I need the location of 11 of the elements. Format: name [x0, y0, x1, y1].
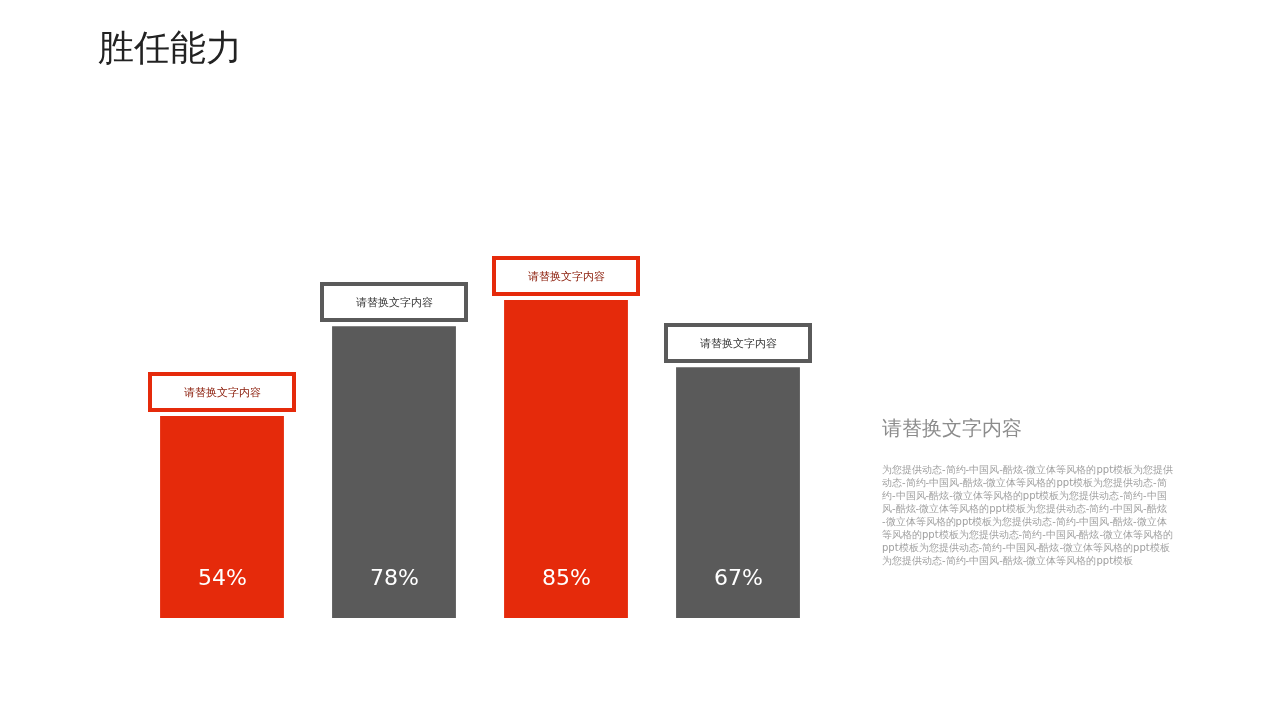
bar: [676, 367, 800, 618]
chart-title: 胜任能力: [98, 26, 242, 68]
data-label: 85%: [542, 565, 591, 590]
data-label: 54%: [198, 565, 247, 590]
bar: [160, 415, 284, 618]
bar: [504, 300, 628, 618]
text: 为您提供动态-简约-中国风-酷炫-微立体等风格的ppt模板为您提供动态-简约-中国风-酷炫-微立体等风格的ppt模板为您提供动态-简约-中国风-酷炫-微立体等风格的ppt模板为您提供动态-简约-中国风-酷炫-微立体等风格的ppt模板为您提供动态-简约-中国风-酷炫-微立体等风格的ppt模板为您提供动态-简约-中国风-酷炫-微立体等风格的ppt模板为您提供动态-简约-中国风-酷炫-微立体等风格的ppt模板为您提供动态-简约-中国风-酷炫-微立体等风格的ppt模板为您提供动态-简约-中国风-酷炫-微立体等风格的ppt模板: [882, 464, 1174, 566]
bar: [332, 326, 456, 618]
text: 请替换文字内容: [882, 416, 1022, 440]
data-label: 67%: [714, 565, 763, 590]
data-label: 78%: [370, 565, 419, 590]
